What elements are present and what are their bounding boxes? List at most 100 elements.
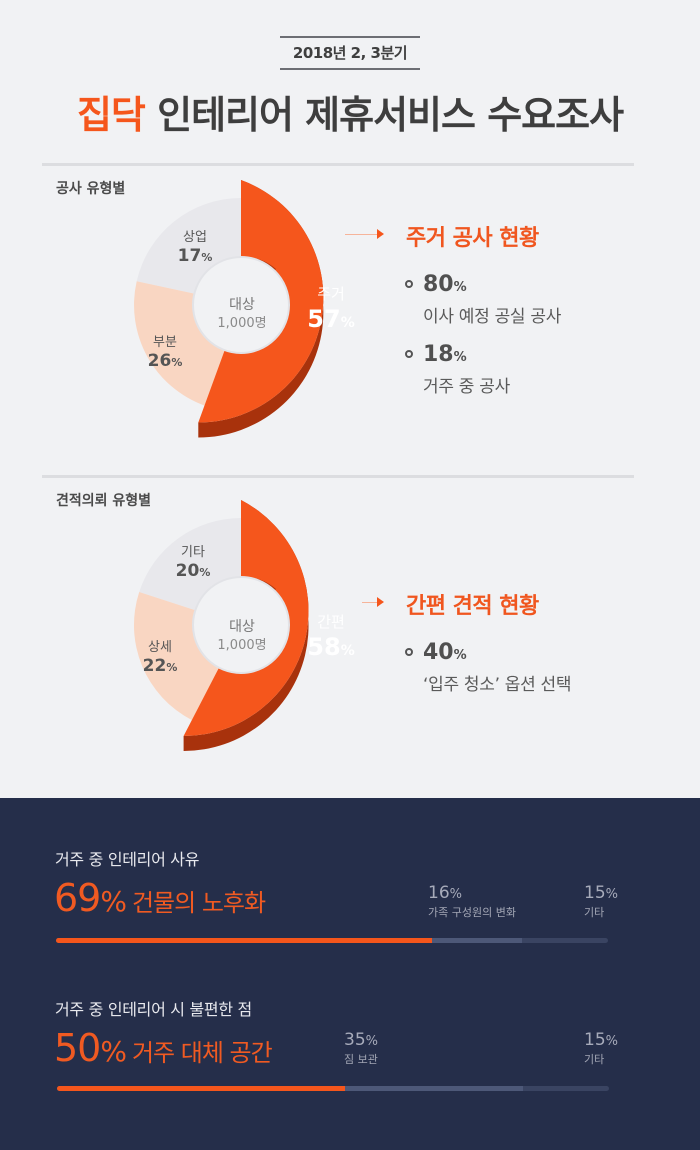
value: 15: [584, 1030, 606, 1050]
value: 18: [423, 342, 454, 367]
bar-segment-secondary: [345, 1086, 523, 1091]
unit: %: [201, 251, 213, 265]
unit: %: [605, 887, 618, 902]
value: 69: [54, 876, 101, 920]
label: 건물의 노후화: [131, 889, 266, 917]
center-title: 대상: [229, 297, 255, 313]
segment-value: 22%: [125, 656, 195, 677]
center-count: 1,000명: [217, 638, 267, 654]
period-label: 2018년 2, 3분기: [280, 36, 420, 70]
segment-name: 상세: [148, 640, 172, 655]
stat-desc: 거주 중 공사: [423, 377, 510, 397]
segment-value: 58%: [298, 632, 364, 662]
survey-results-panel: 거주 중 인테리어 사유 69% 건물의 노후화 16% 가족 구성원의 변화 1…: [0, 798, 700, 1150]
segment-name: 상업: [183, 230, 207, 245]
unit: %: [340, 314, 355, 331]
segment-label-other: 기타 20%: [158, 545, 228, 583]
donut-center-label: 대상 1,000명: [200, 617, 284, 656]
brand-name: 집닥: [76, 93, 146, 137]
value: 15: [584, 883, 606, 903]
unit: %: [453, 350, 467, 365]
value: 26: [147, 351, 172, 372]
stat-desc: 이사 예정 공실 공사: [423, 307, 562, 327]
center-count: 1,000명: [217, 316, 267, 332]
value: 22: [142, 656, 167, 677]
callout-line: [345, 234, 377, 235]
stat-value: 40%: [423, 640, 467, 665]
label: 짐 보관: [344, 1053, 378, 1066]
segment-value: 20%: [158, 561, 228, 582]
unit: %: [100, 1035, 127, 1068]
segment-other: [139, 518, 241, 611]
unit: %: [453, 280, 467, 295]
unit: %: [453, 648, 467, 663]
unit: %: [365, 1034, 378, 1049]
page-title: 집닥 인테리어 제휴서비스 수요조사: [0, 84, 700, 139]
value: 80: [423, 272, 454, 297]
bar-main-stat: 50% 거주 대체 공간: [54, 1026, 273, 1070]
divider: [42, 475, 634, 478]
segment-commercial: [136, 198, 241, 294]
bar-minor-stat: 16% 가족 구성원의 변화: [428, 883, 516, 920]
section-label: 공사 유형별: [56, 181, 126, 197]
value: 35: [344, 1030, 366, 1050]
bar-segment-main: [57, 1086, 345, 1091]
segment-label-partial: 부분 26%: [130, 335, 200, 373]
bar-title: 거주 중 인테리어 사유: [55, 850, 200, 869]
unit: %: [166, 661, 178, 675]
donut-chart-construction-type: [134, 180, 324, 438]
title-text: 인테리어 제휴서비스 수요조사: [144, 93, 624, 137]
callout-title: 간편 견적 현황: [406, 594, 539, 619]
segment-name: 부분: [153, 335, 177, 350]
unit: %: [340, 642, 355, 659]
arrow-right-icon: [377, 597, 384, 607]
bar-title: 거주 중 인테리어 시 불편한 점: [55, 1000, 252, 1019]
unit: %: [199, 566, 211, 580]
label: 가족 구성원의 변화: [428, 906, 516, 919]
donut-chart-estimate-type: [133, 500, 309, 751]
value: 40: [423, 640, 454, 665]
unit: %: [171, 356, 183, 370]
segment-partial: [134, 281, 225, 406]
bar-segment-main: [56, 938, 432, 943]
value: 50: [54, 1026, 101, 1070]
segment-label-residential: 주거 57%: [298, 285, 364, 334]
segment-value: 26%: [130, 351, 200, 372]
label: 기타: [584, 906, 605, 919]
segment-value: 57%: [298, 304, 364, 334]
segment-name: 주거: [317, 285, 345, 303]
stacked-bar: [56, 938, 608, 943]
bar-segment-secondary: [432, 938, 522, 943]
segment-label-detailed: 상세 22%: [125, 640, 195, 678]
unit: %: [449, 887, 462, 902]
value: 58: [307, 632, 341, 661]
segment-detailed: [133, 592, 219, 721]
arrow-right-icon: [377, 229, 384, 239]
unit: %: [605, 1034, 618, 1049]
callout-title: 주거 공사 현황: [406, 226, 539, 251]
bar-main-stat: 69% 건물의 노후화: [54, 876, 266, 920]
unit: %: [100, 885, 127, 918]
bullet-icon: [405, 350, 413, 358]
bar-minor-stat: 15% 기타: [584, 883, 618, 920]
label: 거주 대체 공간: [131, 1039, 273, 1067]
divider: [42, 163, 634, 166]
bar-minor-stat: 15% 기타: [584, 1030, 618, 1067]
label: 기타: [584, 1053, 605, 1066]
segment-label-commercial: 상업 17%: [160, 230, 230, 268]
callout-line: [362, 602, 377, 603]
stat-value: 18%: [423, 342, 467, 367]
stacked-bar: [57, 1086, 609, 1091]
bullet-icon: [405, 648, 413, 656]
value: 20: [175, 561, 200, 582]
segment-name: 간편: [317, 613, 345, 631]
segment-name: 기타: [181, 545, 205, 560]
value: 57: [307, 304, 341, 333]
donut-hole: [193, 257, 289, 353]
center-title: 대상: [229, 619, 255, 635]
section-label: 견적의뢰 유형별: [56, 493, 152, 509]
value: 16: [428, 883, 450, 903]
value: 17: [177, 246, 202, 267]
stat-desc: ‘입주 청소’ 옵션 선택: [423, 675, 572, 695]
bar-minor-stat: 35% 짐 보관: [344, 1030, 378, 1067]
